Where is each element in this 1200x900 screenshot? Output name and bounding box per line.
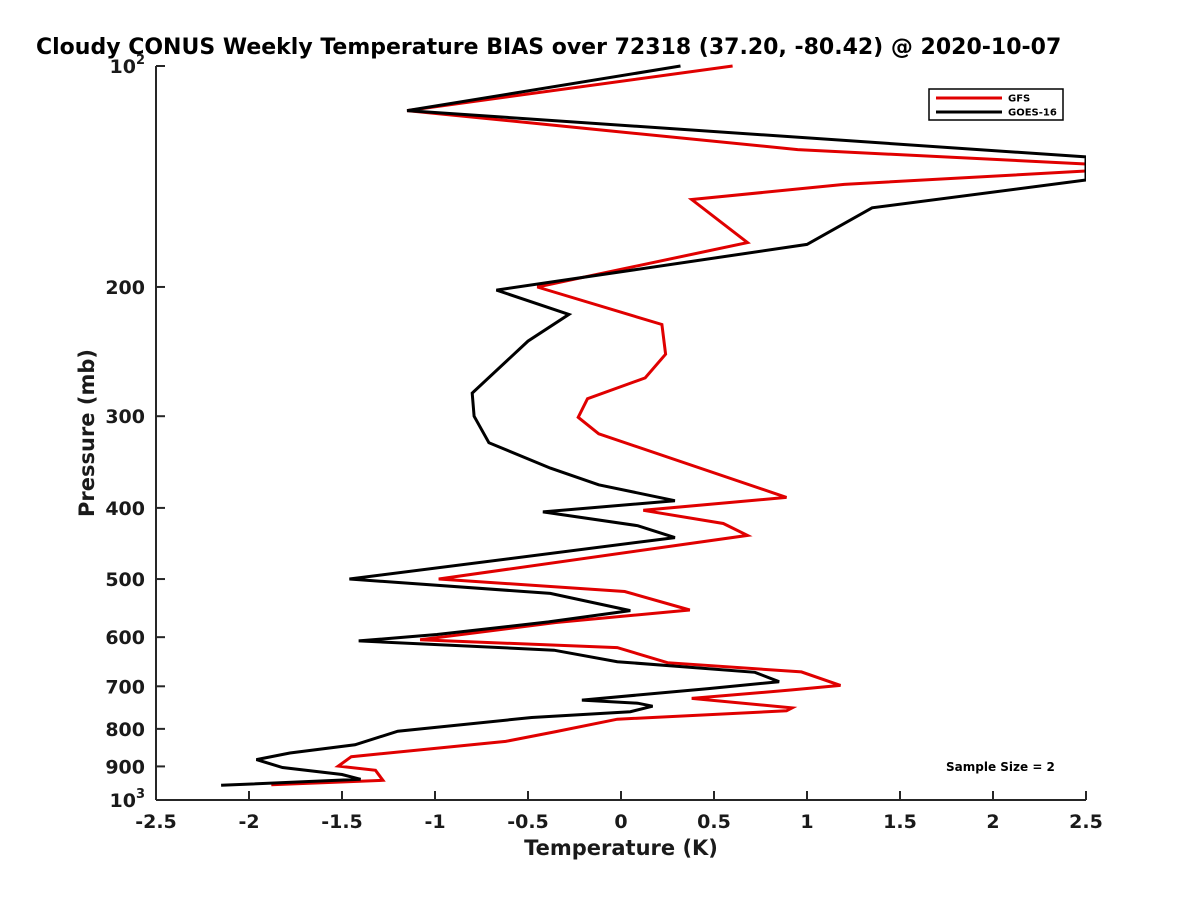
x-tick-label: -0.5 bbox=[507, 811, 549, 833]
y-tick-label: 900 bbox=[105, 756, 145, 778]
x-tick-label: 0.5 bbox=[697, 811, 731, 833]
y-tick-label: 103 bbox=[110, 787, 146, 812]
y-tick-label: 700 bbox=[105, 676, 145, 698]
y-tick-label: 200 bbox=[105, 277, 145, 299]
y-tick-label-base: 500 bbox=[105, 569, 145, 591]
sample-size-annotation: Sample Size = 2 bbox=[946, 760, 1055, 774]
x-tick-label: 0 bbox=[614, 811, 627, 833]
x-axis-label: Temperature (K) bbox=[524, 836, 718, 860]
y-tick-label-base: 200 bbox=[105, 277, 145, 299]
y-tick-label-exponent: 2 bbox=[136, 53, 145, 68]
legend-box bbox=[928, 88, 1064, 121]
y-tick-label: 102 bbox=[110, 53, 146, 78]
x-tick-label: 2 bbox=[986, 811, 999, 833]
legend: GFS GOES-16 bbox=[928, 88, 1064, 121]
x-tick-label: 2.5 bbox=[1069, 811, 1103, 833]
x-tick-label: -1.5 bbox=[321, 811, 363, 833]
plot-area bbox=[155, 64, 1086, 801]
x-tick-label: -2.5 bbox=[135, 811, 177, 833]
y-tick-label: 400 bbox=[105, 498, 145, 520]
y-tick-label-base: 10 bbox=[110, 790, 136, 812]
chart-title: Cloudy CONUS Weekly Temperature BIAS ove… bbox=[36, 35, 1061, 60]
series-line-goes-16 bbox=[221, 64, 1086, 787]
series-line-gfs bbox=[271, 64, 1086, 787]
y-tick-label-exponent: 3 bbox=[136, 787, 145, 802]
series-group bbox=[221, 64, 1086, 787]
y-tick-label-base: 300 bbox=[105, 406, 145, 428]
x-axis-ticks: -2.5 -2 -1.5 -1 -0.5 0 0.5 1 1.5 2 2.5 bbox=[135, 791, 1103, 833]
x-tick-label: 1.5 bbox=[883, 811, 917, 833]
y-tick-label-base: 900 bbox=[105, 756, 145, 778]
legend-label: GOES-16 bbox=[1008, 108, 1057, 119]
y-tick-label-base: 10 bbox=[110, 56, 136, 78]
y-tick-label: 500 bbox=[105, 569, 145, 591]
x-tick-label: 1 bbox=[800, 811, 813, 833]
y-tick-label-base: 700 bbox=[105, 676, 145, 698]
y-tick-label-base: 800 bbox=[105, 719, 145, 741]
y-tick-label-base: 600 bbox=[105, 627, 145, 649]
legend-entries: GFS GOES-16 bbox=[936, 94, 1057, 119]
y-tick-label: 300 bbox=[105, 406, 145, 428]
y-tick-label-base: 400 bbox=[105, 498, 145, 520]
y-tick-label: 600 bbox=[105, 627, 145, 649]
y-tick-label: 800 bbox=[105, 719, 145, 741]
y-axis-label: Pressure (mb) bbox=[75, 349, 99, 517]
x-tick-label: -2 bbox=[238, 811, 259, 833]
x-tick-label: -1 bbox=[424, 811, 445, 833]
legend-label: GFS bbox=[1008, 94, 1030, 105]
